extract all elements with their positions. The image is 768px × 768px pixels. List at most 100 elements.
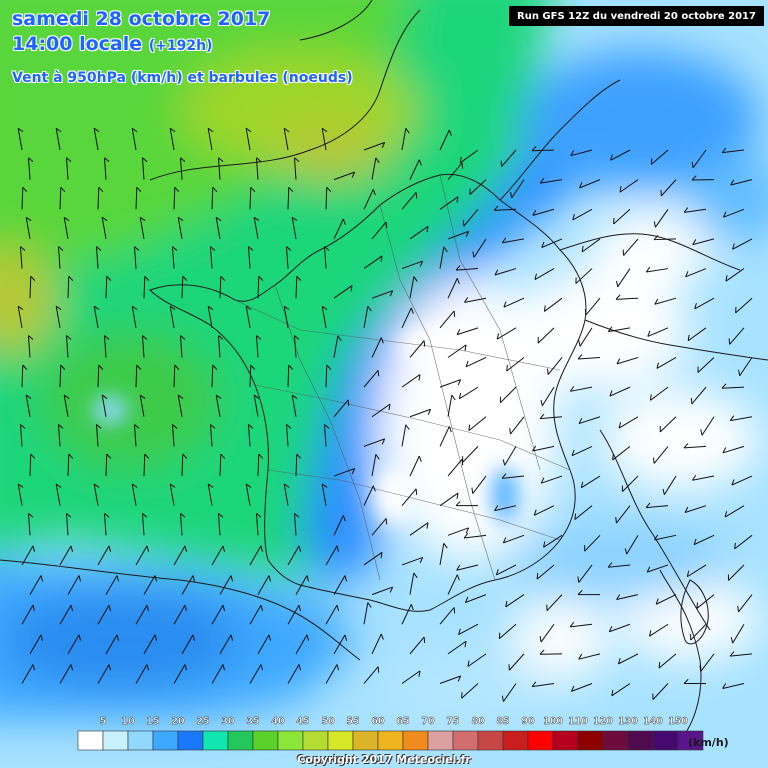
- wind-barb: [371, 454, 377, 477]
- wind-barb-tick: [321, 483, 328, 488]
- wind-barb: [29, 575, 42, 595]
- wind-barb-tick: [413, 276, 418, 282]
- wind-barb: [333, 399, 349, 418]
- wind-barb-tick: [180, 157, 186, 163]
- wind-barb-tick: [291, 394, 298, 399]
- wind-barb: [181, 276, 184, 299]
- wind-barb: [135, 365, 138, 388]
- wind-barb-tick: [372, 189, 376, 196]
- wind-barb-tick: [616, 358, 621, 365]
- wind-barb: [209, 246, 213, 269]
- wind-barb: [626, 535, 639, 555]
- wind-barb-tick: [342, 515, 346, 522]
- wind-barb-tick: [459, 156, 462, 164]
- wind-barb-tick: [448, 426, 452, 433]
- wind-barb: [409, 636, 425, 655]
- wind-barb: [139, 217, 145, 240]
- wind-barb-tick: [268, 575, 272, 582]
- wind-barb: [537, 327, 555, 344]
- wind-barb: [103, 157, 107, 180]
- wind-barb-tick: [579, 182, 583, 189]
- wind-barb: [93, 128, 99, 151]
- wind-barb-tick: [131, 127, 138, 133]
- wind-barb-tick: [577, 576, 580, 583]
- wind-barb: [141, 157, 145, 180]
- wind-barb: [29, 634, 42, 655]
- wind-barb-tick: [182, 275, 188, 281]
- wind-barb-tick: [578, 653, 583, 660]
- wind-barb-tick: [180, 512, 186, 518]
- wind-barb: [333, 515, 344, 536]
- wind-barb: [646, 505, 669, 509]
- wind-barb: [57, 246, 61, 269]
- legend-color-box: [252, 730, 279, 751]
- legend-value-label: 30: [221, 716, 235, 727]
- wind-barb-tick: [732, 243, 735, 250]
- wind-barb-tick: [653, 221, 656, 228]
- legend-value-label: 5: [100, 716, 107, 727]
- wind-barb-tick: [144, 275, 150, 281]
- wind-barb-tick: [418, 670, 421, 677]
- wind-barb: [439, 196, 459, 210]
- wind-barb-tick: [131, 483, 138, 488]
- wind-barb: [701, 416, 715, 436]
- wind-barb: [504, 446, 517, 466]
- wind-barb: [363, 551, 383, 566]
- wind-barb-tick: [609, 390, 613, 397]
- wind-barb: [177, 395, 183, 417]
- wind-barb-tick: [294, 335, 300, 340]
- wind-barb-tick: [453, 310, 456, 318]
- wind-barb: [401, 128, 407, 151]
- wind-barb: [169, 306, 175, 328]
- wind-barb: [287, 604, 300, 625]
- wind-barb-tick: [296, 453, 302, 459]
- wind-barb: [133, 246, 137, 269]
- wind-barb: [257, 454, 260, 477]
- wind-barb: [291, 217, 297, 240]
- legend-color-boxes: [77, 730, 704, 751]
- wind-barb: [456, 268, 479, 271]
- legend-color-box: [602, 730, 629, 751]
- wind-barb-tick: [210, 246, 216, 251]
- wind-barb: [618, 416, 639, 429]
- wind-barb-tick: [571, 449, 575, 456]
- wind-barb: [572, 208, 593, 221]
- wind-barb: [171, 424, 175, 447]
- wind-barb-tick: [413, 572, 418, 579]
- wind-barb-tick: [106, 275, 112, 281]
- wind-barb-tick: [182, 453, 188, 459]
- wind-barb-tick: [691, 175, 697, 181]
- copyright-notice: Copyright 2017 Meteociel.fr: [297, 753, 471, 766]
- wind-barb-tick: [615, 517, 617, 524]
- wind-barb: [532, 683, 555, 688]
- wind-barb: [616, 357, 639, 365]
- wind-barb: [321, 128, 327, 151]
- wind-barb-tick: [389, 290, 394, 297]
- wind-barb-tick: [93, 483, 100, 488]
- wind-barb: [722, 386, 745, 389]
- wind-barb: [612, 446, 631, 461]
- legend-value-label: 65: [396, 716, 409, 727]
- wind-barb-tick: [654, 534, 659, 541]
- wind-barb: [456, 327, 479, 336]
- wind-barb-tick: [58, 246, 64, 251]
- wind-barb: [371, 633, 382, 655]
- wind-barb-tick: [380, 337, 384, 344]
- wind-barb-tick: [615, 294, 621, 300]
- wind-barb: [67, 634, 80, 655]
- wind-barb-tick: [177, 216, 184, 222]
- wind-barb: [249, 545, 262, 566]
- wind-barb-tick: [306, 575, 310, 582]
- wind-barb-tick: [456, 574, 460, 581]
- legend-value-label: 45: [296, 716, 309, 727]
- wind-barb-tick: [691, 161, 694, 168]
- wind-barb: [608, 564, 631, 568]
- wind-barb: [447, 278, 458, 299]
- wind-barb-tick: [502, 537, 507, 544]
- wind-barb: [409, 408, 431, 418]
- wind-barb-tick: [532, 445, 537, 452]
- wind-barb: [17, 483, 23, 506]
- wind-barb: [739, 357, 753, 376]
- wind-barb-tick: [646, 566, 651, 573]
- wind-barb-tick: [180, 335, 186, 340]
